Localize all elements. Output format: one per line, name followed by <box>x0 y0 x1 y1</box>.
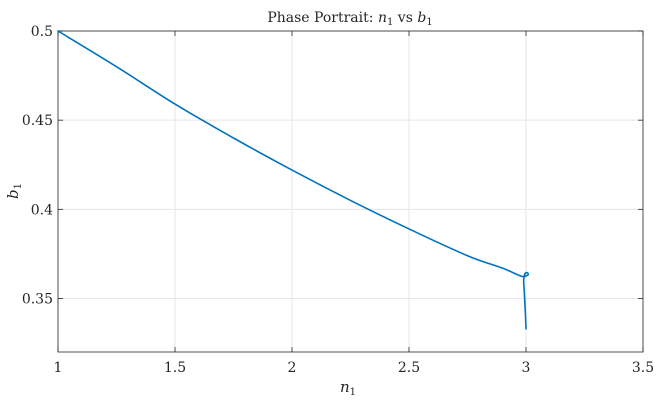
x-tick-label: 1 <box>54 360 63 376</box>
y-tick-label: 0.4 <box>31 202 53 218</box>
x-tick-labels: 1 1.5 2 2.5 3 3.5 <box>54 360 655 376</box>
x-tick-label: 2.5 <box>398 360 420 376</box>
y-tick-label: 0.35 <box>22 292 53 308</box>
y-tick-labels: 0.35 0.4 0.45 0.5 <box>22 24 53 308</box>
y-tick-label: 0.45 <box>22 113 53 129</box>
series-line <box>57 30 530 330</box>
x-tick-label: 3 <box>522 360 531 376</box>
x-tick-label: 2 <box>288 360 297 376</box>
x-axis-label: n1 <box>340 378 356 398</box>
tick-marks <box>57 30 644 352</box>
plot-area <box>57 30 644 353</box>
chart-title: Phase Portrait: n1 vs b1 <box>267 10 432 28</box>
x-tick-label: 1.5 <box>164 360 186 376</box>
y-axis-label: b1 <box>4 183 24 199</box>
y-tick-label: 0.5 <box>31 24 53 40</box>
grid <box>57 30 644 352</box>
x-tick-label: 3.5 <box>632 360 654 376</box>
